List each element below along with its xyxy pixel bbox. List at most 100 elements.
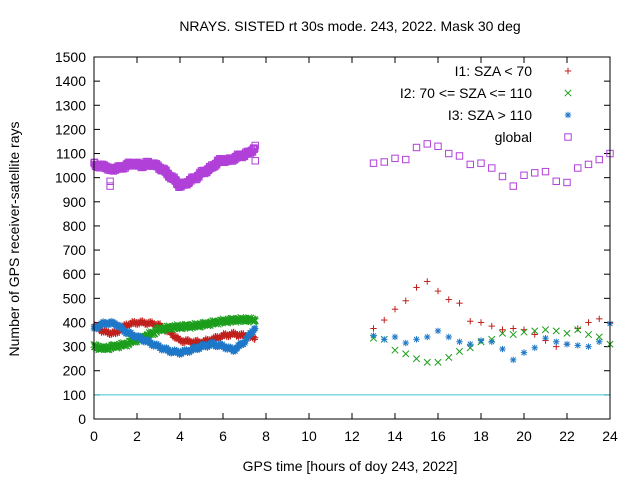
data-point: [574, 325, 581, 332]
x-tick-label: 4: [176, 428, 184, 444]
data-point: [541, 167, 550, 176]
data-point: [445, 353, 453, 362]
data-point: [243, 335, 251, 343]
y-tick-label: 1100: [56, 146, 86, 162]
data-point: [520, 349, 528, 356]
data-point: [402, 350, 410, 358]
legend-label: global: [495, 129, 532, 145]
data-point: [596, 315, 603, 323]
data-point: [402, 155, 410, 164]
x-axis-ticks: 0 2 4 6 8 10 12 14 16 18 20 22 24: [90, 57, 618, 444]
y-tick-label: 300: [63, 339, 87, 355]
series-square: [90, 140, 614, 192]
data-point: [413, 336, 420, 343]
data-point: [563, 178, 571, 187]
x-tick-label: 14: [387, 428, 403, 444]
data-point: [434, 327, 442, 335]
legend: I1: SZA < 70 I2: 70 <= SZA <= 110 I3: SZA …: [400, 63, 572, 145]
y-tick-label: 1400: [55, 73, 86, 89]
data-point: [434, 142, 442, 150]
data-point: [445, 333, 452, 341]
y-axis-ticks: 0 100 200 300 400 500 600 700 800 900 1000 1100 1200…: [55, 49, 610, 427]
data-point: [467, 318, 474, 325]
data-point: [391, 346, 399, 354]
data-point: [499, 326, 506, 333]
data-point: [252, 325, 259, 332]
legend-marker: [564, 133, 572, 141]
data-point: [412, 355, 421, 363]
data-point: [370, 332, 377, 339]
data-point: [413, 284, 420, 291]
data-point: [380, 158, 388, 166]
data-point: [466, 160, 474, 169]
legend-marker: [564, 89, 572, 97]
data-point: [563, 329, 571, 337]
data-point: [391, 154, 399, 163]
data-point: [531, 344, 538, 352]
data-point: [402, 339, 409, 347]
plot-frame: [93, 56, 611, 420]
data-point: [445, 149, 453, 158]
data-point: [531, 327, 539, 335]
data-point: [370, 325, 377, 332]
data-point: [402, 297, 409, 304]
x-tick-label: 2: [133, 428, 141, 444]
data-point: [252, 334, 259, 341]
data-point: [434, 287, 442, 295]
data-point: [391, 305, 399, 313]
data-point: [552, 177, 560, 185]
data-series: [90, 140, 614, 366]
data-point: [251, 315, 259, 324]
y-tick-label: 800: [63, 218, 87, 234]
data-point: [251, 157, 259, 165]
data-point: [584, 330, 593, 339]
data-point: [595, 333, 603, 341]
data-point: [424, 333, 431, 341]
x-tick-label: 18: [473, 428, 489, 444]
data-point: [106, 177, 114, 185]
data-point: [574, 164, 582, 172]
data-point: [477, 319, 485, 326]
data-point: [596, 338, 603, 345]
data-point: [434, 358, 442, 366]
data-point: [467, 340, 474, 348]
data-point: [585, 319, 592, 326]
data-point: [488, 338, 495, 345]
data-point: [509, 182, 517, 190]
y-tick-label: 200: [63, 363, 87, 379]
series-cross: [90, 313, 614, 366]
data-point: [585, 343, 592, 350]
data-point: [520, 171, 528, 179]
data-point: [424, 278, 431, 285]
data-point: [520, 328, 528, 336]
data-point: [412, 143, 421, 152]
series-plus: [90, 278, 614, 350]
data-point: [531, 331, 538, 338]
data-point: [488, 164, 496, 172]
data-point: [477, 337, 485, 344]
data-point: [251, 317, 259, 325]
data-point: [488, 322, 495, 330]
data-point: [391, 333, 399, 341]
series-star: [90, 317, 614, 364]
y-tick-label: 900: [63, 194, 87, 210]
y-tick-label: 600: [63, 266, 87, 282]
y-tick-label: 100: [63, 387, 87, 403]
x-tick-label: 12: [344, 428, 360, 444]
x-tick-label: 10: [301, 428, 317, 444]
legend-marker: [564, 67, 572, 75]
x-tick-label: 6: [219, 428, 227, 444]
chart-title: NRAYS. SISTED rt 30s mode. 243, 2022. Ma…: [179, 18, 520, 34]
x-axis-label: GPS time [hours of doy 243, 2022]: [243, 458, 458, 474]
y-tick-label: 1300: [55, 97, 86, 113]
y-tick-label: 700: [63, 242, 87, 258]
legend-label: I2: 70 <= SZA <= 110: [400, 85, 532, 101]
data-point: [574, 326, 582, 334]
data-point: [381, 336, 388, 343]
data-point: [456, 299, 463, 307]
legend-label: I3: SZA > 110: [448, 107, 532, 123]
data-point: [423, 358, 431, 366]
